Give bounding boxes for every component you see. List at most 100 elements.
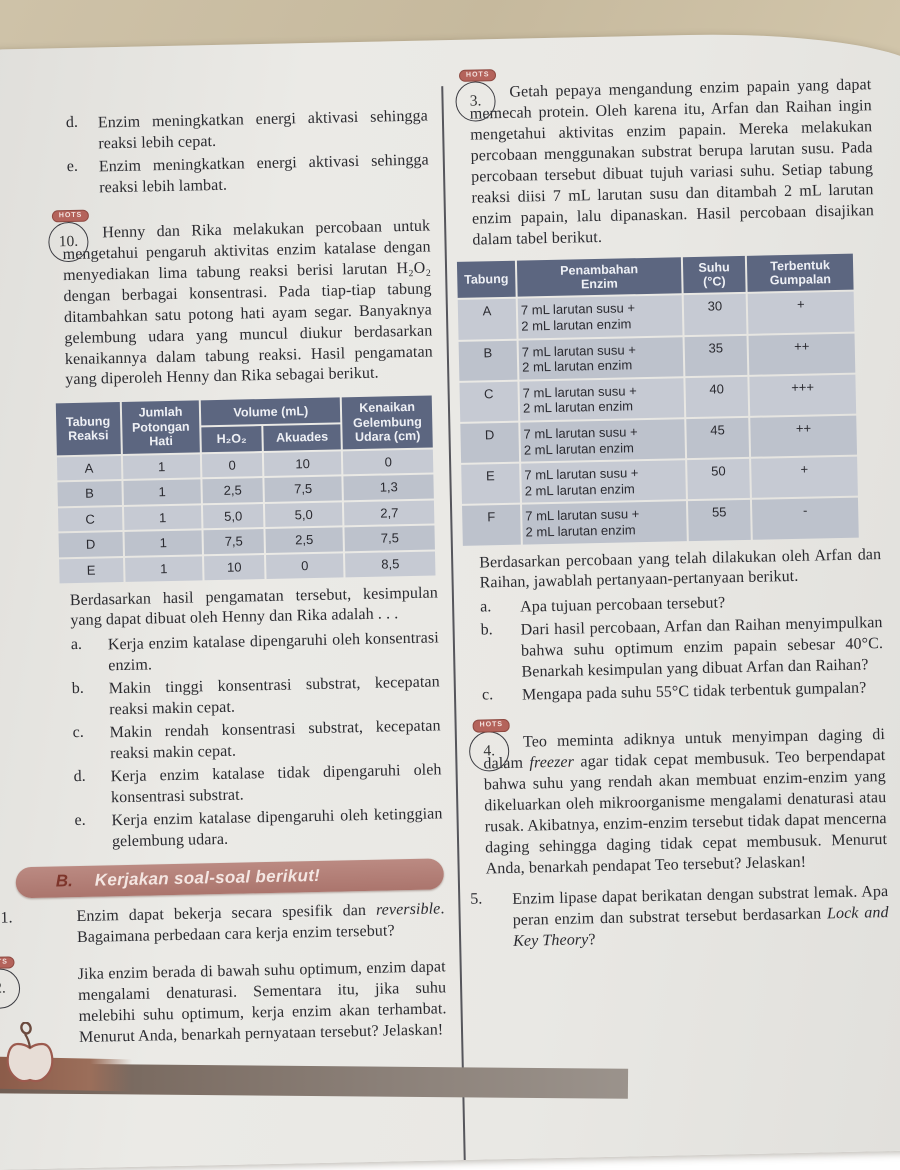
cell: 7 mL larutan susu + 2 mL larutan enzim	[519, 378, 684, 421]
cell: 2,5	[265, 528, 343, 553]
hots-badge: HOTS	[52, 209, 90, 222]
cell: 1	[123, 454, 201, 479]
column-header: Volume (mL)	[201, 398, 340, 425]
cell: B	[57, 481, 121, 506]
option-text: Enzim meningkatkan energi aktivasi sehin…	[99, 150, 430, 199]
cell: +	[748, 292, 855, 333]
cell: +++	[749, 374, 856, 415]
question-text: Henny dan Rika melakukan percobaan untuk…	[62, 216, 433, 391]
cell: A	[57, 456, 121, 481]
question-text: Jika enzim berada di bawah suhu optimum,…	[78, 957, 448, 1049]
cell: F	[462, 505, 521, 545]
cell: A	[458, 299, 517, 339]
column-header: Kenaikan Gelembung Udara (cm)	[342, 396, 433, 449]
option-text: Makin tinggi konsentrasi substrat, kecep…	[109, 673, 441, 722]
column-header: Jumlah Potongan Hati	[121, 401, 200, 454]
cell: 0	[343, 449, 433, 474]
cell: 40	[685, 377, 748, 417]
sub-question-b: b. Dari hasil percobaan, Arfan dan Raiha…	[480, 613, 883, 684]
cell: 35	[685, 335, 748, 375]
option-text: Makin rendah konsentrasi substrat, kecep…	[110, 717, 442, 766]
cell: 1	[124, 505, 202, 530]
apple-icon	[4, 1022, 56, 1083]
answer-option-e: e. Enzim meningkatkan energi aktivasi se…	[67, 150, 430, 199]
answer-option-b: b. Makin tinggi konsentrasi substrat, ke…	[72, 673, 441, 723]
section-b-header: B. Kerjakan soal-soal berikut!	[16, 858, 445, 898]
cell: C	[58, 507, 122, 532]
column-header: Terbentuk Gumpalan	[747, 253, 854, 292]
cell: 7,5	[264, 477, 342, 502]
hots-badge: HOTS	[0, 956, 15, 969]
option-label: d.	[66, 113, 99, 156]
left-column: d. Enzim meningkatkan energi aktivasi se…	[60, 107, 447, 1049]
column-header: Suhu (°C)	[683, 256, 746, 294]
question-number-circle: 2.	[0, 968, 20, 1009]
question-3: HOTS 3. Getah pepaya mengandung enzim pa…	[469, 75, 874, 251]
essay-question-5: 5. Enzim lipase dapat berikatan dengan s…	[470, 882, 889, 954]
cell: ++	[749, 333, 856, 374]
cell: 50	[687, 459, 750, 499]
table-row: D 7 mL larutan susu + 2 mL larutan enzim…	[460, 416, 857, 463]
papain-experiment-table: Tabung Penambahan Enzim Suhu (°C) Terben…	[455, 251, 861, 547]
column-header: Penambahan Enzim	[517, 257, 682, 297]
cell: -	[752, 498, 859, 539]
table-row: E 1 10 0 8,5	[59, 551, 435, 582]
cell: 7 mL larutan susu + 2 mL larutan enzim	[518, 296, 683, 339]
cell: 55	[688, 500, 751, 540]
catalase-experiment-table: Tabung Reaksi Jumlah Potongan Hati Volum…	[54, 394, 438, 585]
option-text: Kerja enzim katalase tidak dipengaruhi o…	[110, 761, 442, 810]
answer-option-e2: e. Kerja enzim katalase dipengaruhi oleh…	[74, 804, 443, 854]
cell: +	[751, 457, 858, 498]
essay-question-2: HOTS 2. Jika enzim berada di bawah suhu …	[2, 957, 448, 1050]
sub-question-text: Dari hasil percobaan, Arfan dan Raihan m…	[520, 613, 883, 683]
option-label: a.	[71, 636, 109, 679]
cell: B	[459, 340, 518, 380]
cell: E	[461, 464, 520, 504]
cell: 1,3	[344, 475, 434, 500]
essay-question-1: 1. Enzim dapat bekerja secara spesifik d…	[0, 899, 445, 950]
question-10: HOTS 10. Henny dan Rika melakukan percob…	[62, 216, 433, 391]
cell: 0	[202, 453, 262, 478]
cell: 7 mL larutan susu + 2 mL larutan enzim	[519, 337, 684, 380]
question-number: 1.	[0, 908, 41, 951]
sub-question-label: b.	[480, 621, 521, 685]
cell: 5,0	[265, 502, 343, 527]
hots-badge: HOTS	[473, 719, 511, 732]
cell: 1	[123, 479, 201, 504]
option-text: Enzim meningkatkan energi aktivasi sehin…	[98, 107, 429, 156]
answer-option-a: a. Kerja enzim katalase dipengaruhi oleh…	[71, 629, 440, 679]
column-subheader: H₂O₂	[202, 426, 262, 452]
question-number: 5.	[470, 890, 513, 954]
cell: 2,7	[344, 500, 434, 525]
right-column: HOTS 3. Getah pepaya mengandung enzim pa…	[469, 75, 889, 953]
table-row: A 7 mL larutan susu + 2 mL larutan enzim…	[458, 292, 855, 339]
answer-option-d: d. Enzim meningkatkan energi aktivasi se…	[66, 107, 429, 156]
cell: 10	[204, 555, 264, 580]
question-text: Enzim lipase dapat berikatan dengan subs…	[512, 882, 889, 953]
column-header: Tabung	[457, 260, 516, 298]
cell: 5,0	[203, 504, 263, 529]
option-label: d.	[73, 767, 111, 810]
question-text: Getah pepaya mengandung enzim papain yan…	[469, 75, 874, 251]
table-row: B 7 mL larutan susu + 2 mL larutan enzim…	[459, 333, 856, 380]
cell: 1	[125, 556, 203, 581]
cell: 30	[684, 294, 747, 334]
question-3-followup: Berdasarkan percobaan yang telah dilakuk…	[479, 545, 882, 595]
table-row: C 7 mL larutan susu + 2 mL larutan enzim…	[459, 374, 856, 421]
question-text: Teo meminta adiknya untuk menyimpan dagi…	[483, 725, 888, 880]
hots-badge: HOTS	[459, 69, 497, 82]
section-label: B.	[56, 871, 73, 891]
cell: 7 mL larutan susu + 2 mL larutan enzim	[520, 419, 685, 462]
cell: 7 mL larutan susu + 2 mL larutan enzim	[522, 501, 687, 544]
question-10-conclusion: Berdasarkan hasil pengamatan tersebut, k…	[70, 583, 439, 633]
cell: ++	[750, 416, 857, 457]
cell: 7 mL larutan susu + 2 mL larutan enzim	[521, 460, 686, 503]
option-label: e.	[74, 811, 112, 854]
sub-question-label: c.	[482, 686, 522, 708]
option-label: c.	[73, 724, 111, 767]
table-row: F 7 mL larutan susu + 2 mL larutan enzim…	[462, 498, 859, 545]
cell: E	[59, 558, 123, 583]
cell: 7,5	[204, 529, 264, 554]
question-text: Enzim dapat bekerja secara spesifik dan …	[76, 899, 445, 949]
sub-question-label: a.	[480, 598, 520, 620]
